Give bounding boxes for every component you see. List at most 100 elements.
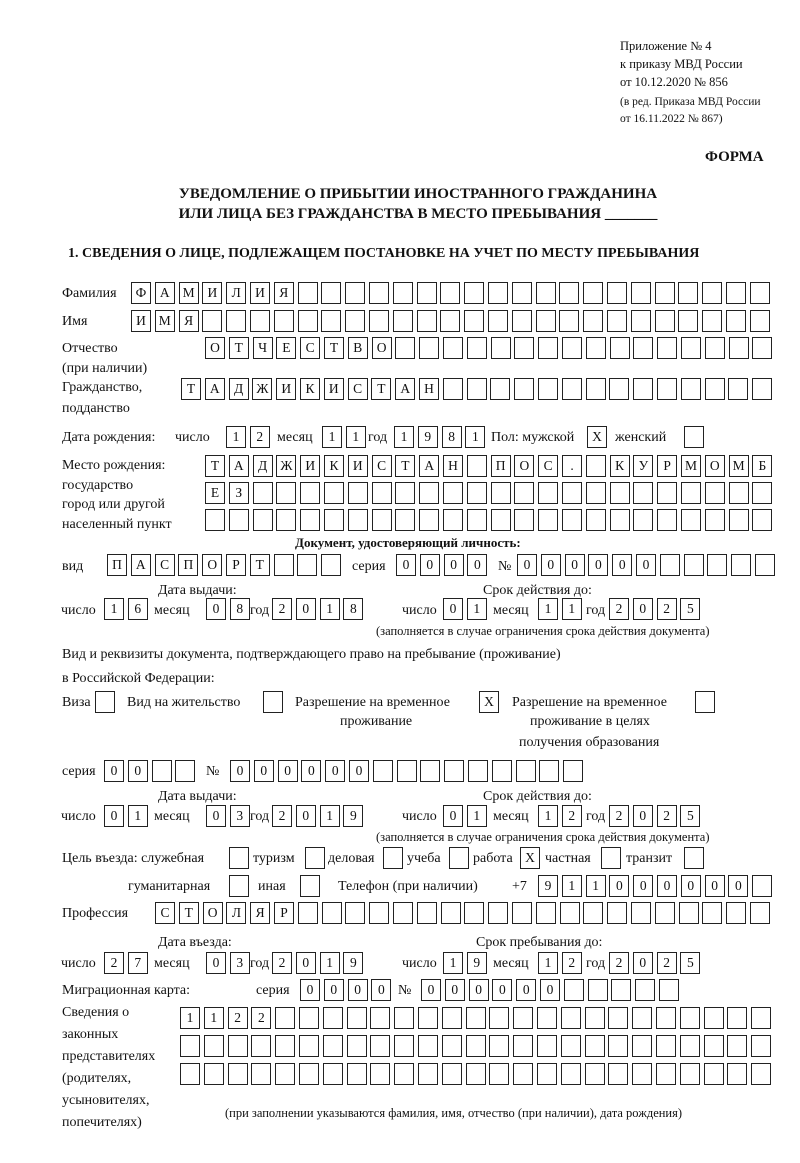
- char-cell[interactable]: 2: [251, 1007, 272, 1029]
- char-cell[interactable]: 0: [206, 805, 226, 827]
- char-cell[interactable]: Ж: [276, 455, 297, 477]
- char-cell[interactable]: [659, 979, 679, 1001]
- char-cell[interactable]: [513, 1035, 534, 1057]
- char-cell[interactable]: 0: [253, 760, 274, 782]
- char-cell[interactable]: [654, 902, 675, 924]
- char-cell[interactable]: [635, 979, 656, 1001]
- char-cell[interactable]: 0: [230, 760, 250, 782]
- char-cell[interactable]: [273, 310, 294, 332]
- char-cell[interactable]: [275, 1007, 296, 1029]
- char-cell[interactable]: М: [728, 455, 749, 477]
- char-cell[interactable]: 1: [561, 875, 582, 897]
- char-cell[interactable]: 0: [421, 979, 441, 1001]
- char-cell[interactable]: 1: [319, 952, 340, 974]
- char-cell[interactable]: [227, 1063, 248, 1085]
- char-cell[interactable]: [657, 378, 677, 400]
- char-cell[interactable]: 0: [301, 760, 322, 782]
- char-cell[interactable]: 1: [345, 426, 366, 448]
- char-cell[interactable]: А: [154, 282, 175, 304]
- char-cell[interactable]: Д: [252, 455, 273, 477]
- char-cell[interactable]: [678, 310, 699, 332]
- char-cell[interactable]: [584, 1063, 605, 1085]
- char-cell[interactable]: 0: [295, 952, 316, 974]
- checkbox-cell[interactable]: [229, 847, 249, 869]
- char-cell[interactable]: [394, 1007, 415, 1029]
- char-cell[interactable]: [468, 760, 488, 782]
- char-cell[interactable]: [418, 1007, 438, 1029]
- char-cell[interactable]: [440, 282, 461, 304]
- char-cell[interactable]: [560, 1063, 581, 1085]
- char-cell[interactable]: 0: [632, 598, 653, 620]
- char-cell[interactable]: 0: [347, 979, 368, 1001]
- char-cell[interactable]: [202, 310, 223, 332]
- char-cell[interactable]: [749, 310, 770, 332]
- char-cell[interactable]: [466, 378, 487, 400]
- char-cell[interactable]: 5: [680, 952, 701, 974]
- checkbox-cell[interactable]: [300, 875, 320, 897]
- char-cell[interactable]: [538, 509, 559, 531]
- char-cell[interactable]: Я: [250, 902, 271, 924]
- char-cell[interactable]: [276, 509, 297, 531]
- char-cell[interactable]: 1: [585, 875, 606, 897]
- char-cell[interactable]: [513, 1007, 534, 1029]
- char-cell[interactable]: [727, 1035, 748, 1057]
- char-cell[interactable]: 0: [206, 952, 226, 974]
- char-cell[interactable]: [584, 1035, 605, 1057]
- char-cell[interactable]: А: [419, 455, 440, 477]
- char-cell[interactable]: 0: [443, 554, 464, 576]
- char-cell[interactable]: 2: [272, 805, 292, 827]
- char-cell[interactable]: 0: [636, 554, 656, 576]
- char-cell[interactable]: У: [633, 455, 654, 477]
- char-cell[interactable]: [464, 902, 485, 924]
- char-cell[interactable]: [369, 282, 389, 304]
- char-cell[interactable]: [299, 1007, 319, 1029]
- char-cell[interactable]: С: [347, 378, 368, 400]
- char-cell[interactable]: [275, 1063, 296, 1085]
- char-cell[interactable]: [707, 554, 728, 576]
- char-cell[interactable]: А: [204, 378, 225, 400]
- char-cell[interactable]: [727, 1007, 748, 1029]
- char-cell[interactable]: Л: [226, 902, 247, 924]
- char-cell[interactable]: [420, 760, 441, 782]
- char-cell[interactable]: 2: [561, 952, 582, 974]
- char-cell[interactable]: В: [347, 337, 368, 359]
- char-cell[interactable]: 0: [323, 979, 344, 1001]
- char-cell[interactable]: [488, 902, 509, 924]
- char-cell[interactable]: [488, 310, 508, 332]
- char-cell[interactable]: [418, 1035, 438, 1057]
- char-cell[interactable]: 3: [229, 952, 250, 974]
- char-cell[interactable]: [416, 310, 437, 332]
- char-cell[interactable]: [704, 378, 725, 400]
- char-cell[interactable]: 0: [295, 805, 316, 827]
- char-cell[interactable]: [322, 1035, 343, 1057]
- char-cell[interactable]: 0: [680, 875, 701, 897]
- char-cell[interactable]: Т: [205, 455, 225, 477]
- char-cell[interactable]: [489, 1007, 510, 1029]
- char-cell[interactable]: 0: [349, 760, 369, 782]
- char-cell[interactable]: [488, 282, 508, 304]
- char-cell[interactable]: [396, 760, 417, 782]
- char-cell[interactable]: К: [609, 455, 630, 477]
- char-cell[interactable]: [465, 1007, 486, 1029]
- char-cell[interactable]: [657, 509, 678, 531]
- char-cell[interactable]: 0: [396, 554, 416, 576]
- char-cell[interactable]: [370, 1007, 391, 1029]
- char-cell[interactable]: 0: [325, 760, 346, 782]
- char-cell[interactable]: [345, 902, 366, 924]
- char-cell[interactable]: [511, 310, 532, 332]
- char-cell[interactable]: П: [490, 455, 511, 477]
- char-cell[interactable]: [395, 482, 416, 504]
- char-cell[interactable]: С: [371, 455, 392, 477]
- char-cell[interactable]: [752, 509, 773, 531]
- char-cell[interactable]: М: [154, 310, 175, 332]
- char-cell[interactable]: К: [324, 455, 344, 477]
- char-cell[interactable]: [728, 509, 749, 531]
- char-cell[interactable]: [370, 1063, 391, 1085]
- char-cell[interactable]: [583, 282, 604, 304]
- char-cell[interactable]: [491, 760, 512, 782]
- char-cell[interactable]: [464, 282, 485, 304]
- char-cell[interactable]: [632, 1063, 653, 1085]
- char-cell[interactable]: Е: [276, 337, 297, 359]
- char-cell[interactable]: М: [178, 282, 199, 304]
- char-cell[interactable]: 1: [319, 805, 340, 827]
